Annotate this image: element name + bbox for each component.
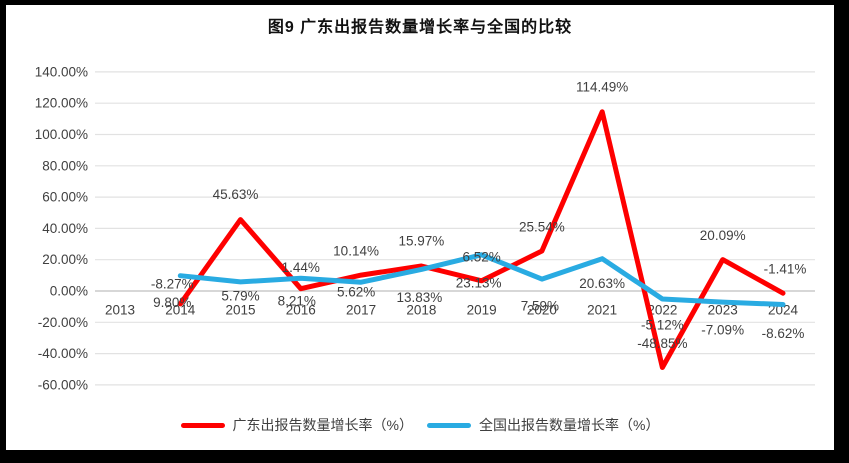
x-tick-label: 2022 <box>647 303 677 318</box>
data-label: -8.62% <box>762 326 805 341</box>
y-tick-label: -60.00% <box>38 377 88 392</box>
data-label: 20.63% <box>579 276 625 291</box>
data-label: 20.09% <box>700 228 746 243</box>
data-label: -8.27% <box>151 276 194 291</box>
y-tick-label: 40.00% <box>42 221 88 236</box>
data-label: 15.97% <box>398 234 444 249</box>
y-tick-label: 20.00% <box>42 252 88 267</box>
data-label: 8.21% <box>278 294 316 309</box>
guangdong-line-swatch-icon <box>180 422 225 428</box>
x-tick-label: 2021 <box>587 303 617 318</box>
national-line-swatch-icon <box>427 422 471 428</box>
data-label: 23.13% <box>456 275 502 290</box>
y-tick-label: 140.00% <box>35 64 88 79</box>
y-tick-label: 0.00% <box>50 284 88 299</box>
legend: 广东出报告数量增长率（%） 全国出报告数量增长率（%） <box>6 415 834 435</box>
x-tick-label: 2015 <box>226 303 256 318</box>
x-tick-label: 2020 <box>527 303 557 318</box>
data-label: -48.85% <box>637 336 687 351</box>
data-label: 1.44% <box>282 260 320 275</box>
y-tick-label: -40.00% <box>38 346 88 361</box>
x-tick-label: 2013 <box>105 303 135 318</box>
x-tick-label: 2023 <box>708 303 738 318</box>
chart-canvas <box>6 5 834 450</box>
x-tick-label: 2019 <box>467 303 497 318</box>
data-label: 7.59% <box>521 299 559 314</box>
data-label: 9.80% <box>153 295 191 310</box>
data-label: 10.14% <box>333 244 379 259</box>
y-tick-label: 120.00% <box>35 96 88 111</box>
data-label: -1.41% <box>764 262 807 277</box>
legend-label-guangdong: 广东出报告数量增长率（%） <box>232 417 413 433</box>
data-label: 45.63% <box>213 187 259 202</box>
x-tick-label: 2017 <box>346 303 376 318</box>
data-label: 13.83% <box>396 290 442 305</box>
x-tick-label: 2016 <box>286 303 316 318</box>
legend-item-national: 全国出报告数量增长率（%） <box>427 415 659 435</box>
legend-label-national: 全国出报告数量增长率（%） <box>479 417 660 433</box>
data-label: 5.79% <box>221 288 259 303</box>
data-label: -5.12% <box>641 318 684 333</box>
y-tick-label: 60.00% <box>42 190 88 205</box>
data-label: 114.49% <box>576 79 628 94</box>
data-label: 6.52% <box>462 249 500 264</box>
y-tick-label: 80.00% <box>42 158 88 173</box>
y-tick-label: -20.00% <box>38 315 88 330</box>
series-line-guangdong <box>177 109 786 370</box>
series-line-national <box>177 252 786 307</box>
data-label: 25.54% <box>519 220 565 235</box>
x-tick-label: 2018 <box>406 303 436 318</box>
y-tick-label: 100.00% <box>35 127 88 142</box>
data-label: -7.09% <box>701 323 744 338</box>
legend-item-guangdong: 广东出报告数量增长率（%） <box>180 415 413 435</box>
chart-title: 图9 广东出报告数量增长率与全国的比较 <box>267 19 573 36</box>
x-tick-label: 2014 <box>165 303 196 318</box>
data-label: 5.62% <box>337 285 375 300</box>
